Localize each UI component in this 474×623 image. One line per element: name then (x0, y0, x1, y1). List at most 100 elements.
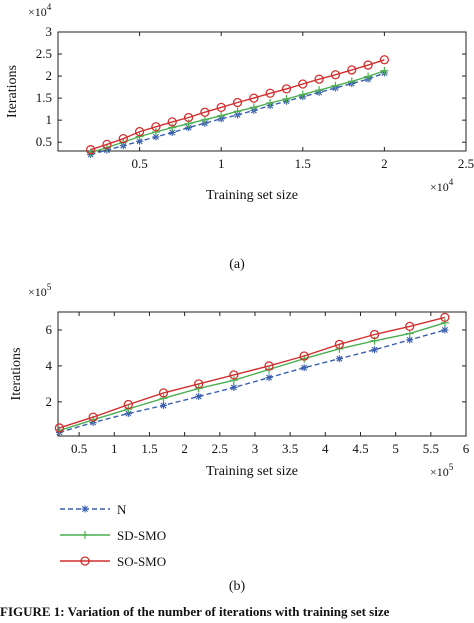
series-line-sd-smo (59, 322, 446, 432)
x-tick-label: 6 (463, 441, 470, 456)
data-point-sd-smo-shape (364, 72, 373, 81)
x-tick-label: 5.5 (423, 441, 439, 456)
chart-panel-a: 0.5 1 1.5 2 2.5 0.5 1 1.5 2 2.5 3 Training set size… (5, 2, 474, 272)
legend-marker-sd-smo-shape (81, 531, 89, 539)
data-point-n (300, 364, 308, 372)
data-point-sd-smo-shape (229, 376, 238, 385)
y-axis-multiplier: ×104 (28, 2, 52, 19)
x-axis-exponent: 4 (449, 177, 454, 187)
data-point-so-smo (151, 122, 161, 132)
series-line-so-smo (59, 316, 446, 429)
data-point-n-shape (168, 128, 176, 136)
data-point-sd-smo-shape (217, 111, 226, 120)
data-point-sd-smo-shape (440, 318, 449, 327)
data-point-so-smo (363, 60, 373, 70)
x-tick-label: 4 (322, 441, 329, 456)
x-tick-label: 2 (181, 441, 188, 456)
data-point-so-smo-shape (167, 117, 177, 127)
x-tick-label: 2.5 (458, 156, 474, 171)
data-point-n-shape (335, 355, 343, 363)
data-point-so-smo-shape (264, 361, 274, 371)
y-tick-label: 4 (46, 358, 53, 373)
data-point-sd-smo (380, 66, 389, 75)
data-point-sd-smo (200, 115, 209, 124)
x-tick-label: 1 (111, 441, 118, 456)
data-point-sd-smo (151, 128, 160, 137)
data-point-so-smo-shape (216, 102, 226, 113)
panel-label: (b) (229, 579, 246, 594)
data-point-n-shape (406, 336, 414, 344)
data-point-so-smo (379, 55, 390, 65)
data-point-so-smo-shape (229, 370, 239, 380)
data-point-sd-smo-shape (282, 94, 291, 103)
data-point-so-smo-shape (85, 145, 96, 155)
data-point-so-smo (194, 379, 204, 389)
data-point-so-smo (330, 70, 341, 80)
x-axis-multiplier: ×104 (430, 177, 454, 194)
data-point-so-smo (281, 84, 292, 94)
data-point-so-smo (440, 312, 450, 323)
legend-label-sd-smo: SD-SMO (117, 528, 166, 543)
data-point-sd-smo (135, 132, 144, 141)
data-point-so-smo (298, 79, 308, 89)
data-point-n (230, 383, 238, 391)
data-point-so-smo-shape (298, 79, 308, 89)
data-point-n (124, 410, 132, 418)
data-point-sd-smo (168, 123, 177, 132)
x-tick-label: 1.5 (141, 441, 157, 456)
data-point-so-smo (134, 126, 145, 137)
x-tick-label: 0.5 (131, 156, 147, 171)
legend-marker-so-smo-shape (80, 556, 90, 566)
panel-label: (a) (229, 257, 245, 272)
data-point-n (265, 374, 273, 382)
data-point-so-smo (249, 93, 259, 103)
data-point-so-smo-shape (440, 312, 450, 323)
data-point-so-smo-shape (299, 351, 309, 361)
figure-caption: FIGURE 1: Variation of the number of ite… (0, 604, 390, 619)
data-point-so-smo (85, 145, 96, 155)
data-point-so-smo (229, 370, 239, 380)
data-point-so-smo-shape (369, 329, 380, 340)
data-point-so-smo (216, 102, 226, 113)
x-axis-label: Training set size (206, 188, 298, 203)
legend: N SD-SMO SO-SMO (60, 502, 166, 569)
data-point-so-smo (200, 107, 210, 117)
y-tick-label: 2 (46, 68, 53, 83)
data-point-so-smo (102, 139, 112, 150)
y-tick-label: 2 (46, 394, 53, 409)
legend-label-so-smo: SO-SMO (117, 554, 166, 569)
data-point-n-shape (300, 364, 308, 372)
data-point-so-smo (314, 74, 324, 84)
data-point-so-smo-shape (379, 55, 390, 65)
data-point-n (152, 133, 160, 141)
data-point-sd-smo-shape (347, 77, 356, 86)
y-tick-label: 1.5 (36, 90, 52, 105)
data-point-n-shape (124, 410, 132, 418)
data-point-so-smo-shape (281, 84, 292, 94)
data-point-so-smo (405, 321, 415, 332)
data-point-so-smo (88, 412, 98, 422)
data-point-so-smo (158, 388, 169, 398)
data-point-so-smo-shape (151, 122, 161, 132)
data-point-so-smo-shape (334, 339, 345, 349)
x-tick-label: 3.5 (282, 441, 298, 456)
data-point-so-smo-shape (102, 139, 112, 150)
y-tick-label: 0.5 (36, 134, 52, 149)
x-tick-label: 2.5 (212, 441, 228, 456)
data-point-so-smo (232, 97, 243, 108)
data-point-sd-smo (364, 72, 373, 81)
data-point-n-shape (230, 383, 238, 391)
data-point-sd-smo-shape (151, 128, 160, 137)
data-point-sd-smo-shape (200, 115, 209, 124)
data-point-so-smo-shape (405, 321, 415, 332)
data-point-sd-smo (266, 98, 275, 107)
data-point-sd-smo (159, 394, 168, 403)
data-point-n (195, 392, 203, 400)
data-point-so-smo-shape (200, 107, 210, 117)
data-point-n (441, 326, 449, 334)
data-point-sd-smo (249, 103, 258, 112)
series-line-n (59, 329, 446, 434)
data-point-n-shape (371, 346, 379, 354)
data-point-so-smo (167, 117, 177, 127)
data-point-n-shape (195, 392, 203, 400)
